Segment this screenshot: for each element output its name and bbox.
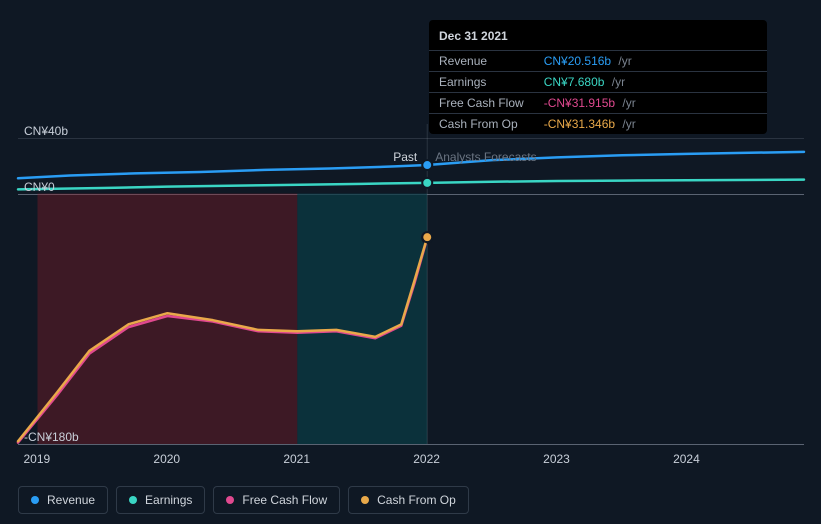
past-negative-region <box>37 194 297 444</box>
legend-label: Earnings <box>145 493 192 507</box>
tooltip-date: Dec 31 2021 <box>429 20 767 50</box>
tooltip-metric-label: Earnings <box>429 72 534 93</box>
series-marker-earnings <box>422 178 432 188</box>
legend-item-revenue[interactable]: Revenue <box>18 486 108 514</box>
y-axis-label: CN¥40b <box>24 124 68 138</box>
tooltip-row: Cash From Op-CN¥31.346b /yr <box>429 114 767 135</box>
legend-label: Cash From Op <box>377 493 456 507</box>
series-line-revenue <box>18 165 427 178</box>
x-axis-label: 2024 <box>673 452 700 466</box>
chart-tooltip: Dec 31 2021 RevenueCN¥20.516b /yrEarning… <box>429 20 767 134</box>
legend-dot-icon <box>129 496 137 504</box>
tooltip-metric-label: Cash From Op <box>429 114 534 135</box>
legend-label: Revenue <box>47 493 95 507</box>
tooltip-metric-value: -CN¥31.346b /yr <box>534 114 767 135</box>
x-axis-label: 2020 <box>153 452 180 466</box>
legend-dot-icon <box>31 496 39 504</box>
series-marker-cash-from-op <box>422 232 432 242</box>
x-axis-label: 2019 <box>23 452 50 466</box>
y-axis-label: CN¥0 <box>24 180 55 194</box>
tooltip-metric-value: CN¥20.516b /yr <box>534 51 767 72</box>
series-line-forecast-earnings <box>427 180 804 183</box>
tooltip-row: Free Cash Flow-CN¥31.915b /yr <box>429 93 767 114</box>
legend-item-cash-from-op[interactable]: Cash From Op <box>348 486 469 514</box>
x-axis-label: 2022 <box>413 452 440 466</box>
past-label: Past <box>393 150 417 164</box>
series-line-earnings <box>18 183 427 190</box>
legend: Revenue Earnings Free Cash Flow Cash From O… <box>18 486 469 514</box>
x-axis-label: 2021 <box>283 452 310 466</box>
tooltip-metric-value: CN¥7.680b /yr <box>534 72 767 93</box>
plot-area[interactable] <box>18 124 804 444</box>
tooltip-row: EarningsCN¥7.680b /yr <box>429 72 767 93</box>
legend-label: Free Cash Flow <box>242 493 327 507</box>
tooltip-table: RevenueCN¥20.516b /yrEarningsCN¥7.680b /… <box>429 50 767 134</box>
tooltip-metric-label: Free Cash Flow <box>429 93 534 114</box>
legend-item-free-cash-flow[interactable]: Free Cash Flow <box>213 486 340 514</box>
financials-chart: Dec 31 2021 RevenueCN¥20.516b /yrEarning… <box>0 0 821 524</box>
recent-negative-region <box>297 194 427 444</box>
legend-dot-icon <box>361 496 369 504</box>
plot-svg <box>18 124 804 444</box>
tooltip-row: RevenueCN¥20.516b /yr <box>429 51 767 72</box>
legend-dot-icon <box>226 496 234 504</box>
x-axis-label: 2023 <box>543 452 570 466</box>
tooltip-metric-value: -CN¥31.915b /yr <box>534 93 767 114</box>
forecast-label: Analysts Forecasts <box>435 150 536 164</box>
legend-item-earnings[interactable]: Earnings <box>116 486 205 514</box>
y-grid-line <box>18 444 804 445</box>
series-marker-revenue <box>422 160 432 170</box>
y-axis-label: -CN¥180b <box>24 430 79 444</box>
tooltip-metric-label: Revenue <box>429 51 534 72</box>
